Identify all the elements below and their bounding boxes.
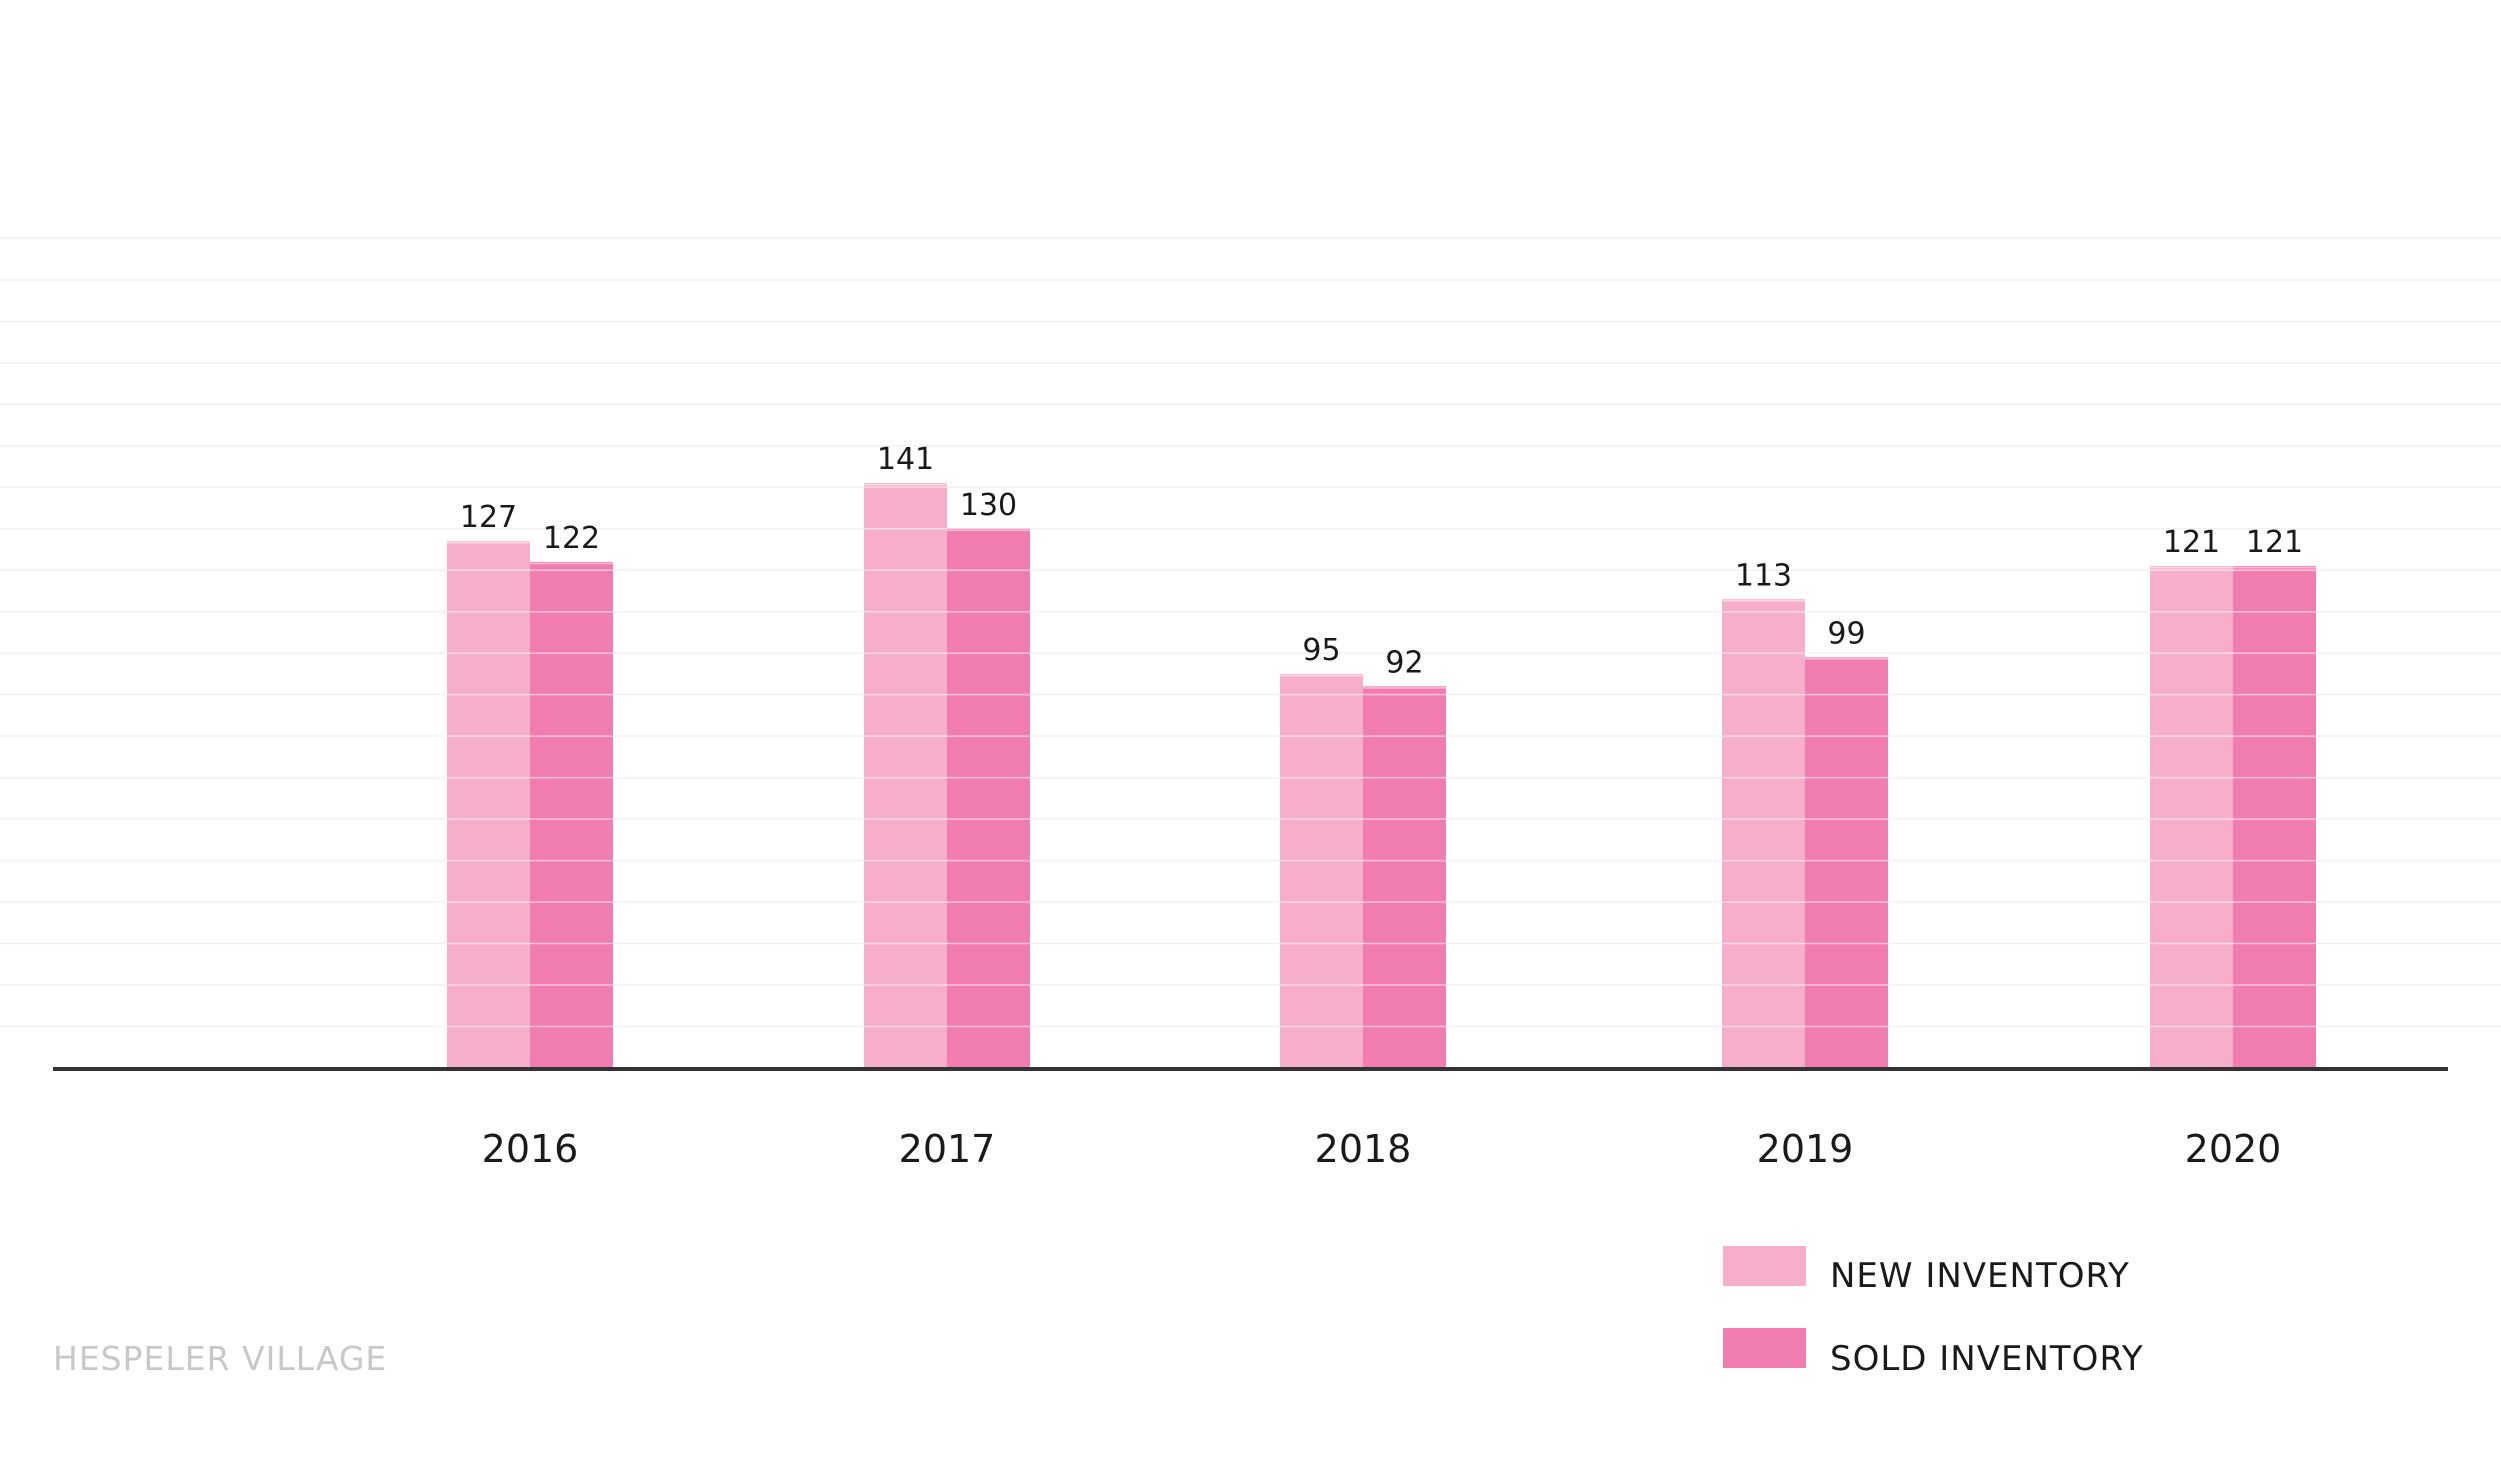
legend: NEW INVENTORY SOLD INVENTORY bbox=[1723, 1246, 2144, 1379]
bar-new-2017 bbox=[864, 483, 947, 1069]
bar-new-2018 bbox=[1280, 673, 1363, 1068]
x-tick-labels: 2016 2017 2018 2019 2020 bbox=[482, 1127, 2282, 1171]
bar-sold-2016 bbox=[530, 561, 613, 1068]
bar-new-2016 bbox=[447, 541, 530, 1068]
value-label-sold-2016: 122 bbox=[543, 521, 600, 556]
bar-new-2019 bbox=[1722, 599, 1805, 1068]
bar-new-2020 bbox=[2150, 566, 2233, 1068]
grid-lines bbox=[0, 237, 2501, 1028]
bar-sold-2020 bbox=[2233, 566, 2316, 1068]
legend-swatch-new-inventory bbox=[1723, 1246, 1806, 1286]
value-label-sold-2020: 121 bbox=[2246, 525, 2303, 560]
bar-sold-2019 bbox=[1805, 657, 1888, 1068]
bars bbox=[447, 483, 2316, 1069]
x-tick-label-2016: 2016 bbox=[482, 1127, 579, 1171]
value-label-new-2018: 95 bbox=[1302, 633, 1340, 668]
x-tick-label-2019: 2019 bbox=[1757, 1127, 1854, 1171]
value-label-sold-2019: 99 bbox=[1827, 616, 1865, 651]
legend-label-new-inventory: NEW INVENTORY bbox=[1830, 1256, 2130, 1296]
x-tick-label-2020: 2020 bbox=[2185, 1127, 2282, 1171]
value-labels: 127 141 95 113 121 122 130 92 99 121 bbox=[460, 442, 2303, 680]
legend-swatch-sold-inventory bbox=[1723, 1328, 1806, 1368]
value-label-new-2016: 127 bbox=[460, 500, 517, 535]
footer-label: HESPELER VILLAGE bbox=[53, 1339, 387, 1378]
x-tick-label-2018: 2018 bbox=[1315, 1127, 1412, 1171]
value-label-new-2020: 121 bbox=[2163, 525, 2220, 560]
value-label-sold-2018: 92 bbox=[1385, 645, 1423, 680]
value-label-new-2017: 141 bbox=[877, 442, 934, 477]
bar-sold-2018 bbox=[1363, 686, 1446, 1068]
legend-label-sold-inventory: SOLD INVENTORY bbox=[1830, 1339, 2144, 1379]
value-label-sold-2017: 130 bbox=[960, 488, 1017, 523]
value-label-new-2019: 113 bbox=[1735, 558, 1792, 593]
bar-sold-2017 bbox=[947, 528, 1030, 1068]
x-tick-label-2017: 2017 bbox=[899, 1127, 996, 1171]
